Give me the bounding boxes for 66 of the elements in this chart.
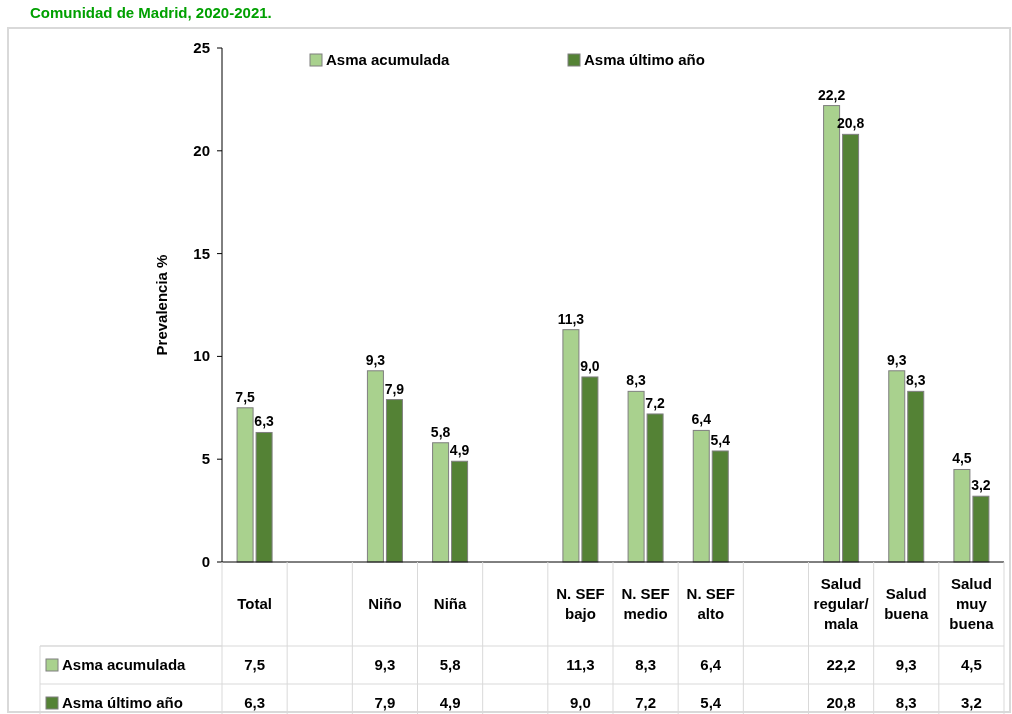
bar: [366, 370, 384, 563]
legend-label: Asma acumulada: [326, 51, 451, 68]
y-tick-label: 25: [193, 39, 210, 56]
data-label: 5,8: [439, 656, 461, 673]
data-label: 8,3: [635, 656, 657, 673]
data-label: 20,8: [826, 694, 856, 711]
text: 8,3: [626, 372, 646, 389]
x-tick-label: Niña: [433, 595, 467, 612]
text: 7,5: [235, 388, 255, 405]
data-label: 9,3: [895, 656, 917, 673]
text: 4,9: [449, 442, 470, 459]
y-tick-label: 10: [193, 347, 210, 365]
text: 22,2: [817, 86, 846, 103]
data-label: 4,9: [439, 694, 461, 711]
data-label: 6,4: [700, 656, 722, 673]
data-label: 7,9: [374, 694, 396, 711]
y-axis-title: Prevalencia %: [153, 254, 170, 356]
y-tick-label: 5: [201, 450, 210, 468]
text: Asma último año: [62, 694, 183, 711]
bar: [907, 390, 925, 563]
data-label: 6,3: [244, 694, 266, 711]
text: 7,9: [384, 380, 405, 397]
text: 6,4: [691, 411, 711, 428]
legend-label: Asma último año: [584, 51, 705, 68]
text: 5,4: [710, 431, 730, 448]
y-tick-label: 20: [193, 141, 210, 159]
text: 3,2: [971, 477, 991, 494]
chart-title: Comunidad de Madrid, 2020-2021.: [30, 4, 272, 21]
bar: [711, 450, 729, 563]
bar: [692, 429, 710, 563]
data-label: 22,2: [826, 656, 856, 673]
x-tick-label: N. SEF medio: [621, 585, 670, 622]
text: 9,3: [365, 351, 386, 368]
data-label: 7,2: [635, 694, 657, 711]
text: 9,3: [887, 351, 907, 368]
bar: [385, 399, 403, 563]
bar: [451, 460, 469, 563]
data-label: 8,3: [895, 694, 917, 711]
data-label: 9,0: [569, 694, 591, 711]
text: 11,3: [557, 310, 585, 327]
text: 6,3: [254, 413, 274, 430]
text: Asma acumulada: [62, 656, 186, 673]
x-tick-label: Salud buena: [884, 585, 929, 622]
data-label: 4,5: [960, 656, 982, 673]
text: 8,3: [906, 372, 926, 389]
text: 7,2: [645, 394, 665, 411]
data-label: 3,2: [960, 694, 982, 711]
text: 9,0: [580, 357, 600, 374]
data-label: 7,5: [244, 656, 266, 673]
y-tick-label: 15: [193, 244, 210, 262]
text: 5,8: [430, 423, 451, 440]
x-tick-label: N. SEF bajo: [556, 585, 605, 622]
bar: [842, 133, 860, 563]
x-tick-label: Niño: [368, 595, 402, 612]
bar: [432, 442, 450, 563]
x-tick-label: Total: [237, 595, 272, 612]
data-label: 11,3: [566, 656, 595, 673]
bar: [888, 370, 906, 563]
x-tick-label: N. SEF alto: [686, 585, 735, 622]
x-tick-label: Salud regular/mala: [813, 575, 870, 632]
text: 20,8: [836, 115, 865, 132]
data-label: 9,3: [374, 656, 396, 673]
y-tick-label: 0: [201, 553, 210, 570]
data-label: 5,4: [700, 694, 722, 711]
text: 4,5: [952, 450, 972, 467]
x-tick-label: Salud muy buena: [949, 575, 995, 632]
